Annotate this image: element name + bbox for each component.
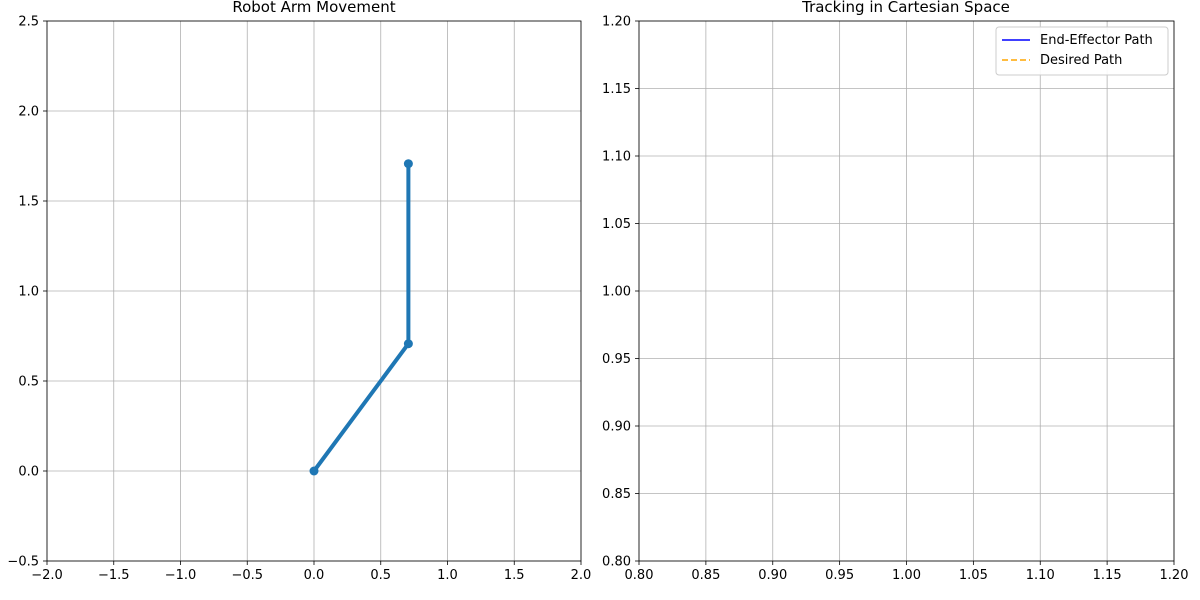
y-tick-label: 1.00 <box>602 285 631 300</box>
x-tick-label: 1.0 <box>437 568 458 583</box>
joint-marker <box>403 339 413 349</box>
x-tick-label: −0.5 <box>231 568 263 583</box>
robot-arm-panel: −2.0 −1.5 −1.0 −0.5 0.0 0.5 1.0 1.5 2.0 −0.5 0.0 0.… <box>7 0 591 583</box>
legend-frame <box>995 26 1169 76</box>
x-tick-label: −1.5 <box>98 568 130 583</box>
joint-marker <box>309 466 319 476</box>
legend: End-Effector Path Desired Path <box>995 26 1169 76</box>
y-tick-label: 0.95 <box>602 352 631 367</box>
y-tick-label: 1.0 <box>18 285 39 300</box>
x-tick-label: 2.0 <box>571 568 592 583</box>
x-tick-label: 0.0 <box>304 568 325 583</box>
x-tick-label: −1.0 <box>165 568 197 583</box>
joint-marker <box>403 159 413 169</box>
y-tick-label: 1.5 <box>18 195 39 210</box>
y-tick-label: 0.90 <box>602 420 631 435</box>
x-tick-label: 0.5 <box>370 568 391 583</box>
tracking-panel: 0.80 0.85 0.90 0.95 1.00 1.05 1.10 1.15 1.20 0.80… <box>602 0 1188 583</box>
axes-frame <box>46 20 582 562</box>
x-tick-label: 0.95 <box>825 568 854 583</box>
y-tick-label: −0.5 <box>7 555 39 570</box>
x-tick-label: 1.00 <box>892 568 921 583</box>
x-tick-label: 1.5 <box>504 568 525 583</box>
x-tick-label: 0.85 <box>691 568 720 583</box>
y-tick-label: 0.0 <box>18 465 39 480</box>
legend-label-desired: Desired Path <box>1040 53 1122 68</box>
y-tick-label: 1.10 <box>602 150 631 165</box>
y-tick-label: 0.85 <box>602 487 631 502</box>
axes-frame <box>638 20 1175 562</box>
legend-label-end-effector: End-Effector Path <box>1040 33 1153 48</box>
y-tick-label: 1.05 <box>602 217 631 232</box>
x-tick-label: 0.80 <box>625 568 654 583</box>
x-tick-label: 1.10 <box>1026 568 1055 583</box>
x-tick-label: 0.90 <box>758 568 787 583</box>
y-tick-label: 0.5 <box>18 375 39 390</box>
x-tick-label: −2.0 <box>31 568 63 583</box>
y-tick-label: 2.5 <box>18 15 39 30</box>
chart-title-robot-arm: Robot Arm Movement <box>232 0 395 16</box>
y-tick-label: 1.20 <box>602 15 631 30</box>
x-tick-label: 1.20 <box>1160 568 1189 583</box>
y-tick-label: 2.0 <box>18 105 39 120</box>
y-tick-label: 1.15 <box>602 82 631 97</box>
x-tick-label: 1.15 <box>1093 568 1122 583</box>
y-tick-label: 0.80 <box>602 555 631 570</box>
x-tick-label: 1.05 <box>959 568 988 583</box>
chart-title-tracking: Tracking in Cartesian Space <box>801 0 1010 16</box>
